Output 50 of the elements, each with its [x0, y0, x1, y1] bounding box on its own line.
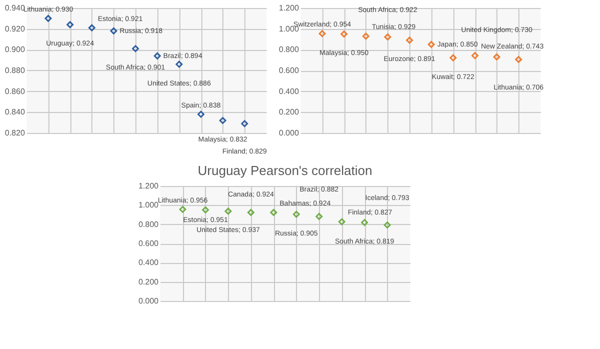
- y-tick-label: 0.400: [138, 258, 160, 268]
- point: [361, 219, 368, 226]
- point: [154, 52, 161, 60]
- y-tick-label: 0.800: [138, 220, 160, 229]
- y-tick-label: 0.900: [4, 45, 26, 54]
- y-tick-label: 1.000: [138, 200, 160, 210]
- y-tick-label: 0.600: [278, 66, 300, 75]
- point: [176, 60, 183, 68]
- y-tick-label: 1.200: [278, 4, 300, 12]
- y-tick-label: 0.000: [278, 128, 300, 138]
- y-tick-label: 0.800: [278, 45, 300, 54]
- point: [384, 33, 392, 40]
- point: [44, 14, 52, 22]
- point: [316, 212, 323, 220]
- point: [450, 54, 457, 62]
- point: [338, 218, 346, 226]
- point: [471, 52, 478, 60]
- point: [132, 45, 139, 52]
- point: [428, 40, 435, 48]
- y-tick-label: 0.200: [278, 108, 300, 117]
- y-tick-label: 0.820: [4, 128, 26, 138]
- y-tick-label: 1.200: [138, 182, 160, 190]
- point: [219, 117, 226, 124]
- point: [241, 120, 248, 128]
- point: [292, 210, 300, 218]
- point: [202, 206, 209, 214]
- point: [88, 24, 96, 32]
- point: [197, 110, 204, 118]
- y-tick-label: 0.200: [138, 277, 160, 286]
- y-tick-label: 0.880: [4, 66, 26, 75]
- y-tick-label: 0.000: [138, 296, 160, 306]
- point: [340, 30, 348, 38]
- point: [362, 32, 370, 40]
- point: [493, 53, 500, 60]
- point: [224, 208, 232, 215]
- point: [179, 206, 186, 213]
- y-tick-label: 0.600: [138, 239, 160, 248]
- point: [318, 30, 326, 38]
- point: [515, 56, 522, 63]
- point: [66, 21, 74, 28]
- point: [270, 208, 278, 216]
- y-tick-label: 0.840: [4, 108, 26, 117]
- chart-title: Uruguay Pearson's correlation: [198, 163, 372, 178]
- y-tick-label: 0.920: [4, 24, 26, 34]
- y-tick-label: 0.860: [4, 86, 26, 96]
- point: [110, 27, 118, 34]
- point: [247, 208, 254, 216]
- point: [406, 36, 413, 44]
- point: [384, 222, 391, 228]
- y-tick-label: 0.400: [278, 86, 300, 96]
